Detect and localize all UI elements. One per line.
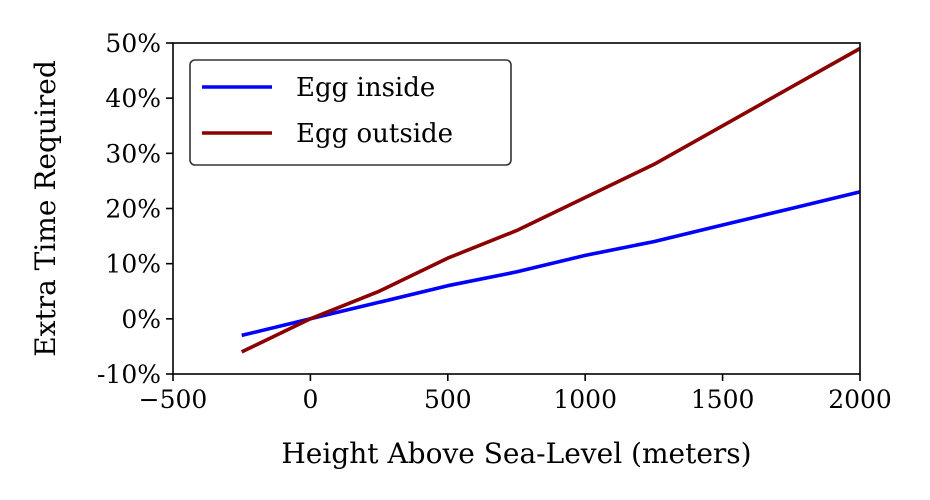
x-tick-label: 2000 [828, 385, 892, 414]
x-tick-label: 1000 [553, 385, 617, 414]
legend-label-egg-outside: Egg outside [296, 119, 453, 149]
x-axis: −500 0 500 1000 1500 2000 [139, 374, 892, 414]
x-tick-label: −500 [139, 385, 208, 414]
y-tick-label: 50% [105, 29, 161, 58]
x-tick-label: 500 [424, 385, 472, 414]
series-layer [240, 46, 861, 354]
legend: Egg inside Egg outside [189, 59, 512, 166]
x-axis-label: Height Above Sea-Level (meters) [281, 437, 751, 470]
y-tick-label: 30% [105, 139, 161, 168]
x-tick-label: 0 [302, 385, 318, 414]
y-tick-label: 10% [105, 250, 161, 279]
y-tick-label: 0% [121, 305, 161, 334]
x-tick-label: 1500 [691, 385, 755, 414]
legend-label-egg-inside: Egg inside [296, 73, 435, 103]
y-tick-label: 40% [105, 84, 161, 113]
series-line-egg-inside [241, 190, 861, 338]
y-tick-label: 20% [105, 195, 161, 224]
y-axis: -10% 0% 10% 20% 30% 40% 50% [97, 29, 173, 389]
y-axis-label: Extra Time Required [29, 60, 62, 357]
series-line-egg-outside [240, 46, 861, 354]
y-tick-label: -10% [97, 360, 161, 389]
